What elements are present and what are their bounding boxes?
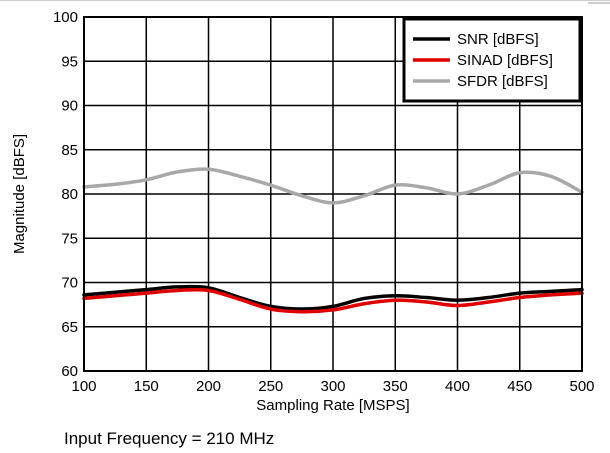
y-axis-label: Magnitude [dBFS] <box>11 134 28 254</box>
x-tick-label: 300 <box>320 378 345 395</box>
input-frequency-note: Input Frequency = 210 MHz <box>64 429 275 448</box>
y-tick-label: 80 <box>61 186 78 203</box>
tick-labels: 100 150 200 250 300 350 400 450 500 60 65 70 75 80 85 9… <box>53 9 595 395</box>
y-tick-label: 100 <box>53 9 78 26</box>
grid-lines <box>84 17 582 371</box>
legend-label-sinad: SINAD [dBFS] <box>457 52 553 69</box>
y-tick-label: 70 <box>61 275 78 292</box>
line-chart: 100 150 200 250 300 350 400 450 500 60 65 70 75 80 85 9… <box>11 9 595 414</box>
top-rule <box>0 0 610 1</box>
snr-series-line <box>82 284 584 311</box>
x-tick-label: 250 <box>258 378 283 395</box>
y-tick-label: 95 <box>61 53 78 70</box>
x-tick-label: 100 <box>71 378 96 395</box>
top-rule-end <box>588 2 610 4</box>
plot-frame <box>83 16 583 372</box>
series-lines <box>82 167 584 314</box>
x-tick-label: 200 <box>196 378 221 395</box>
y-tick-label: 85 <box>61 142 78 159</box>
legend-label-snr: SNR [dBFS] <box>457 31 539 48</box>
x-axis-label: Sampling Rate [MSPS] <box>256 397 409 414</box>
y-tick-label: 75 <box>61 230 78 247</box>
x-tick-label: 150 <box>134 378 159 395</box>
y-tick-label: 65 <box>61 319 78 336</box>
sinad-series-line <box>82 287 584 314</box>
legend: SNR [dBFS] SINAD [dBFS] SFDR [dBFS] <box>402 17 582 103</box>
y-tick-label: 90 <box>61 98 78 115</box>
x-tick-label: 350 <box>383 378 408 395</box>
y-tick-label: 60 <box>61 363 78 380</box>
x-tick-label: 400 <box>445 378 470 395</box>
x-tick-label: 500 <box>569 378 594 395</box>
sfdr-series-line <box>82 167 584 205</box>
legend-label-sfdr: SFDR [dBFS] <box>457 73 548 90</box>
x-tick-label: 450 <box>507 378 532 395</box>
